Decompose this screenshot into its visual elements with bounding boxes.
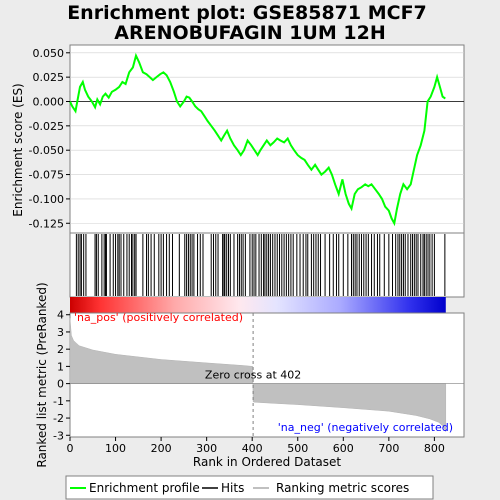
enrichment-y-tick-label: 0.000 <box>33 95 65 108</box>
enrichment-y-tick-label: -0.025 <box>29 120 64 133</box>
x-tick-label: 800 <box>424 442 445 455</box>
hits-marks <box>75 234 446 296</box>
enrichment-y-tick-label: -0.100 <box>29 193 64 206</box>
x-axis-ticks: 0 100 200 300 400 500 600 700 800 <box>67 437 445 455</box>
chart-title-line-1: Enrichment plot: GSE85871 MCF7 <box>67 2 427 24</box>
legend-box <box>65 475 434 500</box>
ranking-y-tick-label: 3 <box>57 326 64 339</box>
enrichment-y-tick-label: -0.125 <box>29 217 64 230</box>
enrichment-y-ticks: 0.050 0.025 0.000 -0.025 -0.050 -0.075 -0.100 -… <box>29 47 70 230</box>
ranking-metric-area <box>69 318 447 432</box>
enrichment-y-label: Enrichment score (ES) <box>11 83 25 216</box>
x-tick-label: 200 <box>151 442 172 455</box>
enrichment-profile-line <box>69 52 446 227</box>
positive-correlated-label: 'na_pos' (positively correlated) <box>74 311 243 324</box>
enrichment-y-tick-label: -0.075 <box>29 169 64 182</box>
x-tick-label: 600 <box>333 442 354 455</box>
ranking-color-bar <box>70 297 446 313</box>
chart-title-line-2: ARENOBUFAGIN 1UM 12H <box>114 22 385 44</box>
legend-hits-label: Hits <box>221 481 244 495</box>
ranking-y-tick-label: -1 <box>53 395 64 408</box>
enrichment-y-tick-label: -0.050 <box>29 144 64 157</box>
x-tick-label: 0 <box>67 442 74 455</box>
legend-ranking-label: Ranking metric scores <box>276 481 409 495</box>
x-tick-label: 700 <box>378 442 399 455</box>
ranking-y-label: Ranked list metric (PreRanked) <box>35 282 49 467</box>
x-tick-label: 500 <box>287 442 308 455</box>
x-tick-label: 300 <box>196 442 217 455</box>
x-tick-label: 100 <box>105 442 126 455</box>
negative-correlated-label: 'na_neg' (negatively correlated) <box>278 421 453 434</box>
ranking-y-tick-label: 4 <box>57 309 64 322</box>
ranking-y-tick-label: 1 <box>57 360 64 373</box>
x-tick-label: 400 <box>242 442 263 455</box>
ranking-y-tick-label: -2 <box>53 412 64 425</box>
ranking-y-ticks: 4 3 2 1 0 -1 -2 -3 <box>53 309 70 442</box>
ranking-y-tick-label: -3 <box>53 429 64 442</box>
zero-cross-label: Zero cross at 402 <box>205 369 301 382</box>
legend-enrichment-label: Enrichment profile <box>89 481 200 495</box>
x-axis-label: Rank in Ordered Dataset <box>193 455 341 469</box>
ranking-y-tick-label: 0 <box>57 378 64 391</box>
enrichment-y-tick-label: 0.025 <box>33 71 65 84</box>
enrichment-y-tick-label: 0.050 <box>33 47 65 60</box>
ranking-y-tick-label: 2 <box>57 343 64 356</box>
